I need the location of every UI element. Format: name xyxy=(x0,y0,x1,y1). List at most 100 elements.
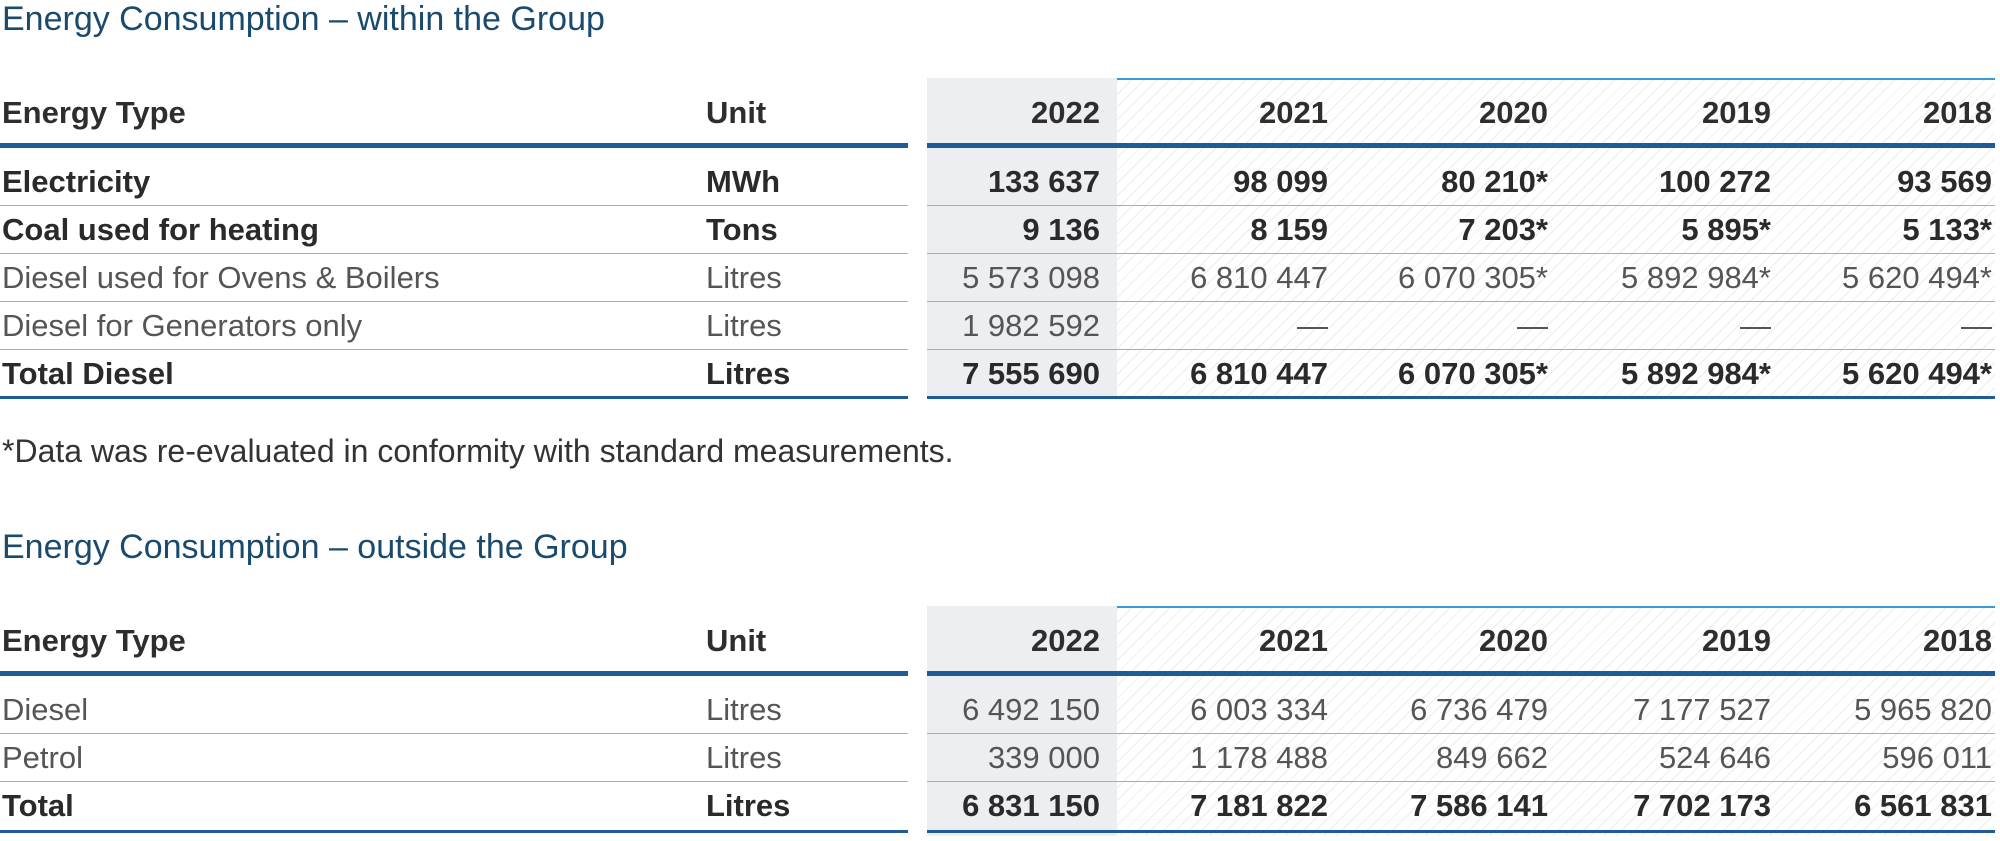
energy-type-cell: Electricity xyxy=(2,164,151,199)
value-cell-2018: 596 011 xyxy=(1882,740,1992,775)
rule-line xyxy=(0,830,908,833)
energy-type-cell: Total Diesel xyxy=(2,356,174,391)
header-year-2018: 2018 xyxy=(1923,623,1992,658)
value-cell-2020: — xyxy=(1517,308,1548,343)
table-row: Total Diesel Litres 7 555 690 6 810 447 6 07… xyxy=(0,351,2000,397)
value-cell-2019: 5 892 984* xyxy=(1621,356,1771,391)
row-divider xyxy=(0,781,908,782)
value-cell-2018: 5 620 494* xyxy=(1842,356,1992,391)
value-cell-2019: 100 272 xyxy=(1658,164,1771,199)
table-row: Total Litres 6 831 150 7 181 822 7 586 141 7 … xyxy=(0,783,2000,829)
header-year-2020: 2020 xyxy=(1479,95,1548,130)
value-cell-2018: 5 965 820 xyxy=(1854,692,1992,727)
value-cell-2021: 6 810 447 xyxy=(1190,356,1328,391)
value-cell-2019: 5 895* xyxy=(1681,212,1771,247)
row-divider xyxy=(0,733,908,734)
unit-cell: Tons xyxy=(706,212,778,247)
table-row: Petrol Litres 339 000 1 178 488 849 662 524 6… xyxy=(0,735,2000,781)
rule-line xyxy=(0,143,908,148)
value-cell-2018: — xyxy=(1961,308,1992,343)
unit-cell: Litres xyxy=(706,356,791,391)
value-cell-2018: 5 620 494* xyxy=(1842,260,1992,295)
value-cell-2022: 339 000 xyxy=(987,740,1100,775)
rule-line xyxy=(927,830,1995,833)
header-energy-type: Energy Type xyxy=(2,95,186,130)
header-year-2021: 2021 xyxy=(1259,95,1328,130)
unit-cell: Litres xyxy=(706,308,782,343)
unit-cell: Litres xyxy=(706,788,791,823)
row-divider xyxy=(927,349,1995,350)
rule-line xyxy=(0,671,908,676)
row-divider xyxy=(927,781,1995,782)
energy-type-cell: Diesel used for Ovens & Boilers xyxy=(2,260,440,295)
header-year-2018: 2018 xyxy=(1923,95,1992,130)
value-cell-2020: 7 203* xyxy=(1458,212,1548,247)
header-energy-type: Energy Type xyxy=(2,623,186,658)
value-cell-2022: 7 555 690 xyxy=(962,356,1100,391)
value-cell-2021: — xyxy=(1297,308,1328,343)
value-cell-2021: 98 099 xyxy=(1233,164,1328,199)
value-cell-2021: 7 181 822 xyxy=(1190,788,1328,823)
value-cell-2019: 7 177 527 xyxy=(1633,692,1771,727)
energy-type-cell: Coal used for heating xyxy=(2,212,319,247)
table-row: Diesel Litres 6 492 150 6 003 334 6 736 479 7… xyxy=(0,687,2000,733)
value-cell-2020: 6 736 479 xyxy=(1410,692,1548,727)
rule-line xyxy=(927,396,1995,399)
value-cell-2020: 80 210* xyxy=(1441,164,1548,199)
value-cell-2019: 524 646 xyxy=(1658,740,1771,775)
energy-type-cell: Diesel for Generators only xyxy=(2,308,363,343)
table-within-group: Energy Type Unit 2022 2021 2020 2019 2018 Elect… xyxy=(0,78,2000,399)
row-divider xyxy=(927,301,1995,302)
unit-cell: Litres xyxy=(706,692,782,727)
header-year-2021: 2021 xyxy=(1259,623,1328,658)
value-cell-2019: 5 892 984* xyxy=(1621,260,1771,295)
value-cell-2019: — xyxy=(1740,308,1771,343)
value-cell-2021: 6 003 334 xyxy=(1190,692,1328,727)
table-row: Coal used for heating Tons 9 136 8 159 7 203… xyxy=(0,207,2000,253)
value-cell-2022: 9 136 xyxy=(1022,212,1100,247)
value-cell-2019: 7 702 173 xyxy=(1633,788,1771,823)
energy-type-cell: Diesel xyxy=(2,692,89,727)
header-year-2019: 2019 xyxy=(1702,623,1771,658)
value-cell-2022: 133 637 xyxy=(987,164,1100,199)
header-year-2022: 2022 xyxy=(1031,623,1100,658)
value-cell-2018: 5 133* xyxy=(1902,212,1992,247)
row-divider xyxy=(0,301,908,302)
row-divider xyxy=(0,253,908,254)
table-row: Electricity MWh 133 637 98 099 80 210* 100 27… xyxy=(0,159,2000,205)
header-row: Energy Type Unit 2022 2021 2020 2019 2018 xyxy=(0,90,2000,136)
rule-line xyxy=(927,671,1995,676)
value-cell-2022: 1 982 592 xyxy=(962,308,1100,343)
value-cell-2021: 8 159 xyxy=(1250,212,1328,247)
rule-line xyxy=(0,396,908,399)
value-cell-2018: 6 561 831 xyxy=(1854,788,1992,823)
footnote: *Data was re-evaluated in conformity wit… xyxy=(2,433,954,469)
unit-cell: MWh xyxy=(706,164,781,199)
unit-cell: Litres xyxy=(706,740,782,775)
value-cell-2020: 6 070 305* xyxy=(1398,260,1548,295)
header-year-2020: 2020 xyxy=(1479,623,1548,658)
value-cell-2018: 93 569 xyxy=(1897,164,1992,199)
energy-type-cell: Petrol xyxy=(2,740,83,775)
value-cell-2020: 849 662 xyxy=(1435,740,1548,775)
table-row: Diesel used for Ovens & Boilers Litres 5 5… xyxy=(0,255,2000,301)
value-cell-2021: 6 810 447 xyxy=(1190,260,1328,295)
row-divider xyxy=(0,205,908,206)
header-unit: Unit xyxy=(706,95,767,130)
header-year-2019: 2019 xyxy=(1702,95,1771,130)
section-title-within: Energy Consumption – within the Group xyxy=(2,0,605,38)
rule-line xyxy=(927,143,1995,148)
table-outside-group: Energy Type Unit 2022 2021 2020 2019 2018 Diese… xyxy=(0,606,2000,836)
header-unit: Unit xyxy=(706,623,767,658)
value-cell-2020: 7 586 141 xyxy=(1410,788,1548,823)
value-cell-2022: 6 492 150 xyxy=(962,692,1100,727)
row-divider xyxy=(0,349,908,350)
value-cell-2022: 5 573 098 xyxy=(962,260,1100,295)
row-divider xyxy=(927,205,1995,206)
value-cell-2022: 6 831 150 xyxy=(962,788,1100,823)
row-divider xyxy=(927,733,1995,734)
table-row: Diesel for Generators only Litres 1 982 59… xyxy=(0,303,2000,349)
unit-cell: Litres xyxy=(706,260,782,295)
header-row: Energy Type Unit 2022 2021 2020 2019 2018 xyxy=(0,618,2000,664)
value-cell-2021: 1 178 488 xyxy=(1190,740,1328,775)
